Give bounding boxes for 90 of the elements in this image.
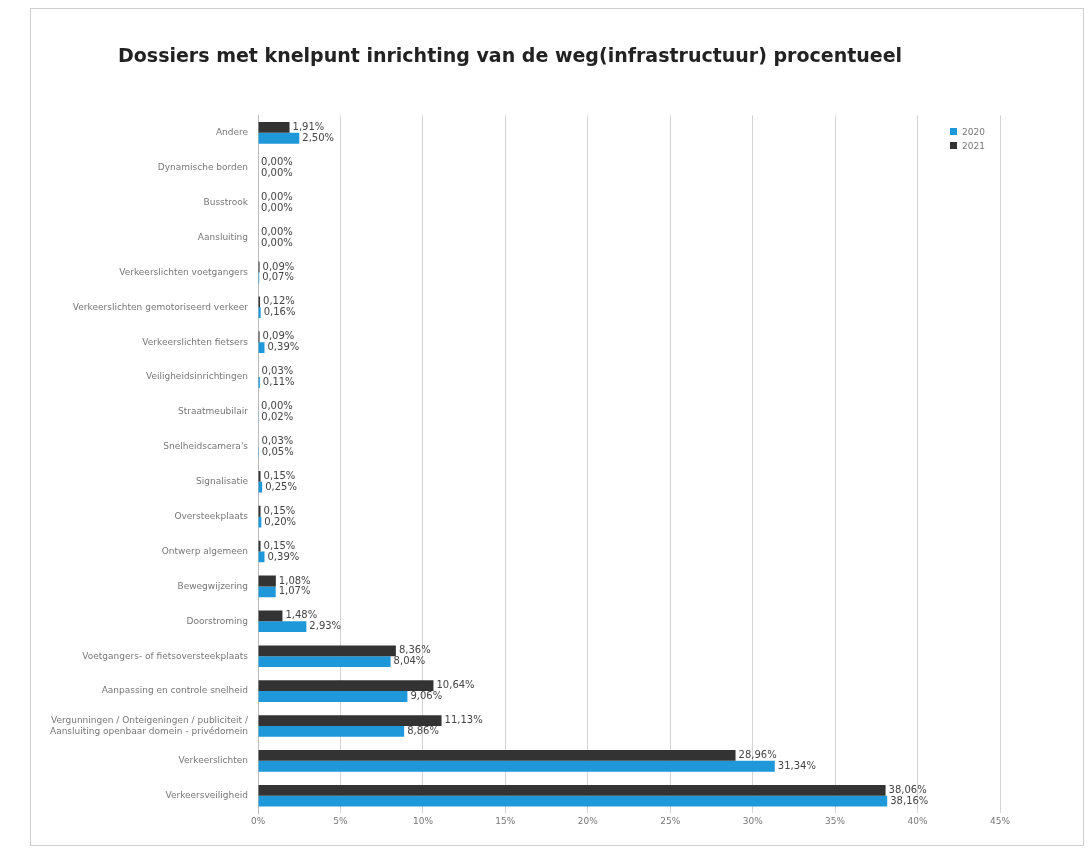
bar xyxy=(258,122,290,133)
y-tick-label: Ontwerp algemeen xyxy=(161,545,249,556)
y-tick-label: Vergunningen / Onteigeningen / publiciteit / Aansluiting openbaar domein - privédomein xyxy=(50,714,249,736)
bar xyxy=(258,621,307,633)
bar xyxy=(258,645,396,657)
y-tick-label: Verkeerslichten fietsers xyxy=(142,336,249,347)
y-tick-label: Dynamische borden xyxy=(157,162,249,173)
data-label: 0,15% xyxy=(263,469,296,481)
data-label: 0,00% xyxy=(261,155,293,167)
data-label: 8,04% xyxy=(393,655,426,667)
x-tick-label: 40% xyxy=(907,815,928,826)
bar xyxy=(258,610,283,622)
y-tick-label: Bewegwijzering xyxy=(177,580,249,591)
y-tick-label: Andere xyxy=(215,127,249,138)
data-label: 0,00% xyxy=(261,400,293,412)
data-label: 8,36% xyxy=(398,644,431,656)
data-label: 2,50% xyxy=(302,131,335,143)
data-label: 0,07% xyxy=(262,271,294,283)
y-tick-label: Oversteekplaats xyxy=(174,510,249,521)
x-tick-label: 10% xyxy=(412,815,434,826)
bar xyxy=(258,795,888,807)
data-label: 0,11% xyxy=(262,376,295,388)
data-label: 38,16% xyxy=(890,794,929,806)
data-label: 8,86% xyxy=(407,724,439,736)
data-label: 0,03% xyxy=(261,365,294,377)
y-tick-label: Aansluiting xyxy=(197,231,249,242)
bar xyxy=(258,750,736,761)
x-tick-label: 25% xyxy=(660,815,681,826)
bar xyxy=(258,307,261,319)
x-tick-label: 35% xyxy=(825,815,846,826)
data-label: 38,06% xyxy=(888,783,927,795)
data-label: 0,00% xyxy=(261,225,293,237)
legend-label: 2021 xyxy=(961,140,985,154)
y-tick-label: Verkeerslichten gemotoriseerd verkeer xyxy=(72,301,249,312)
data-label: 10,64% xyxy=(436,679,475,691)
data-label: 31,34% xyxy=(777,759,816,771)
data-label: 1,48% xyxy=(285,609,318,621)
x-tick-label: 5% xyxy=(333,815,349,826)
data-label: 0,00% xyxy=(261,236,293,248)
data-label: 0,12% xyxy=(263,295,295,307)
y-tick-label: Busstrook xyxy=(203,196,249,207)
bar xyxy=(258,784,886,796)
data-label: 0,00% xyxy=(261,201,293,213)
data-label: 2,93% xyxy=(309,620,342,632)
data-label: 0,02% xyxy=(261,410,294,422)
x-tick-label: 30% xyxy=(742,815,764,826)
bar xyxy=(258,715,442,726)
data-label: 0,15% xyxy=(263,504,296,516)
data-label: 1,91% xyxy=(292,121,325,133)
data-label: 0,20% xyxy=(264,515,297,527)
data-label: 28,96% xyxy=(738,749,777,761)
y-tick-label: Verkeerslichten voetgangers xyxy=(119,266,249,277)
data-label: 0,39% xyxy=(267,341,300,353)
x-tick-label: 20% xyxy=(577,815,599,826)
data-label: 1,08% xyxy=(278,574,311,586)
chart-title: Dossiers met knelpunt inrichting van de weg(infrastructuur) procentueel xyxy=(118,44,903,66)
y-tick-label: Voetgangers- of fietsoversteekplaats xyxy=(82,650,249,661)
bar xyxy=(258,691,408,702)
bar xyxy=(258,132,300,144)
y-tick-label: Aanpassing en controle snelheid xyxy=(101,685,249,696)
x-tick-label: 15% xyxy=(495,815,516,826)
bar xyxy=(258,575,276,587)
data-label: 0,39% xyxy=(267,550,300,562)
bar xyxy=(258,586,276,598)
y-tick-label: Doorstroming xyxy=(186,615,249,626)
y-tick-label: Verkeersveiligheid xyxy=(165,790,249,801)
y-tick-label: Verkeerslichten xyxy=(178,755,249,766)
data-label: 0,00% xyxy=(261,166,293,178)
data-label: 1,07% xyxy=(278,585,311,597)
bar xyxy=(258,680,434,692)
y-tick-label: Signalisatie xyxy=(196,476,249,487)
y-tick-label: Straatmeubilair xyxy=(178,406,249,417)
data-label: 11,13% xyxy=(444,714,483,726)
data-label: 9,06% xyxy=(410,690,443,702)
y-tick-label: Snelheidscamera's xyxy=(163,441,249,452)
data-label: 0,25% xyxy=(265,480,297,492)
data-label: 0,09% xyxy=(262,260,295,272)
bar xyxy=(258,760,775,772)
legend-label: 2020 xyxy=(961,126,985,140)
y-tick-label: Veiligheidsinrichtingen xyxy=(145,371,249,382)
data-label: 0,09% xyxy=(262,330,295,342)
data-label: 0,15% xyxy=(263,539,296,551)
x-tick-label: 45% xyxy=(989,815,1011,826)
data-label: 0,16% xyxy=(263,306,296,318)
bar xyxy=(258,725,405,737)
x-tick-label: 0% xyxy=(250,815,266,826)
data-label: 0,00% xyxy=(261,190,293,202)
data-label: 0,05% xyxy=(261,445,294,457)
data-label: 0,03% xyxy=(261,435,294,447)
bar xyxy=(258,656,391,668)
